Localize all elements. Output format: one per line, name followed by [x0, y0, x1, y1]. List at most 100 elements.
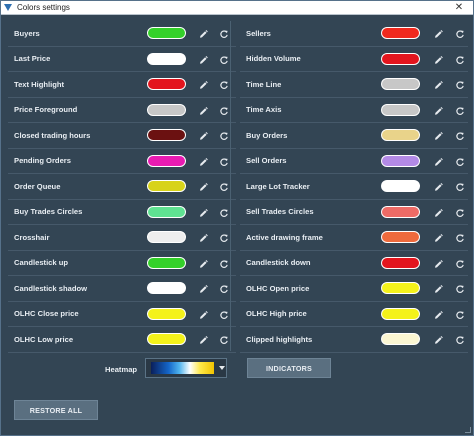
color-swatch[interactable]	[147, 205, 186, 218]
pencil-icon[interactable]	[198, 78, 208, 90]
restore-all-button[interactable]: RESTORE ALL	[14, 400, 98, 420]
color-setting-row: Active drawing frame	[240, 225, 468, 251]
pencil-icon[interactable]	[198, 155, 208, 167]
pencil-icon[interactable]	[433, 308, 443, 320]
pencil-icon[interactable]	[198, 282, 208, 294]
reset-icon[interactable]	[455, 206, 465, 218]
reset-icon[interactable]	[219, 206, 229, 218]
reset-icon[interactable]	[455, 104, 465, 116]
reset-icon[interactable]	[219, 282, 229, 294]
pencil-icon[interactable]	[198, 333, 208, 345]
pencil-icon[interactable]	[433, 129, 443, 141]
pencil-icon[interactable]	[433, 257, 443, 269]
color-swatch[interactable]	[147, 307, 186, 320]
pencil-icon[interactable]	[198, 129, 208, 141]
reset-icon[interactable]	[455, 27, 465, 39]
pencil-icon[interactable]	[198, 27, 208, 39]
color-swatch[interactable]	[147, 256, 186, 269]
pencil-icon[interactable]	[433, 104, 443, 116]
color-swatch[interactable]	[381, 231, 420, 243]
reset-icon[interactable]	[219, 155, 229, 167]
reset-icon[interactable]	[219, 53, 229, 65]
pencil-icon[interactable]	[198, 231, 208, 243]
close-icon[interactable]: ✕	[454, 2, 464, 13]
color-swatch[interactable]	[147, 282, 186, 294]
pencil-icon[interactable]	[433, 155, 443, 167]
reset-icon[interactable]	[455, 155, 465, 167]
color-swatch[interactable]	[381, 27, 420, 39]
heatmap-label: Heatmap	[105, 365, 138, 374]
color-setting-row: Time Axis	[240, 98, 468, 123]
color-swatch[interactable]	[147, 52, 186, 65]
color-setting-row: Candlestick up	[8, 251, 236, 276]
reset-icon[interactable]	[219, 104, 229, 116]
reset-icon[interactable]	[455, 78, 465, 90]
color-setting-row: Crosshair	[8, 225, 236, 251]
color-setting-label: Order Queue	[14, 181, 61, 191]
reset-icon[interactable]	[455, 180, 465, 192]
color-setting-row: OLHC Low price	[8, 327, 236, 353]
color-setting-row: Candlestick down	[240, 251, 468, 276]
color-setting-label: Clipped highlights	[246, 334, 313, 344]
pencil-icon[interactable]	[433, 53, 443, 65]
reset-icon[interactable]	[219, 308, 229, 320]
color-swatch[interactable]	[147, 333, 186, 345]
pencil-icon[interactable]	[433, 333, 443, 345]
pencil-icon[interactable]	[198, 180, 208, 192]
color-swatch[interactable]	[381, 256, 420, 269]
color-swatch[interactable]	[147, 154, 186, 167]
color-swatch[interactable]	[381, 103, 420, 116]
resize-grip[interactable]	[465, 427, 471, 433]
color-setting-row: Candlestick shadow	[8, 276, 236, 302]
pencil-icon[interactable]	[433, 180, 443, 192]
reset-icon[interactable]	[219, 27, 229, 39]
color-swatch[interactable]	[147, 27, 186, 39]
color-setting-label: Buyers	[14, 28, 40, 38]
reset-icon[interactable]	[455, 53, 465, 65]
reset-icon[interactable]	[219, 257, 229, 269]
pencil-icon[interactable]	[433, 27, 443, 39]
color-setting-row: Closed trading hours	[8, 123, 236, 149]
reset-icon[interactable]	[455, 282, 465, 294]
color-swatch[interactable]	[147, 103, 186, 116]
reset-icon[interactable]	[455, 333, 465, 345]
color-swatch[interactable]	[147, 129, 186, 141]
reset-icon[interactable]	[455, 308, 465, 320]
heatmap-select[interactable]	[145, 358, 227, 378]
reset-icon[interactable]	[219, 231, 229, 243]
indicators-button[interactable]: INDICATORS	[247, 358, 331, 378]
reset-icon[interactable]	[219, 180, 229, 192]
pencil-icon[interactable]	[198, 308, 208, 320]
pencil-icon[interactable]	[433, 78, 443, 90]
color-swatch[interactable]	[381, 154, 420, 167]
reset-icon[interactable]	[219, 78, 229, 90]
color-swatch[interactable]	[381, 205, 420, 218]
reset-icon[interactable]	[219, 333, 229, 345]
color-swatch[interactable]	[381, 78, 420, 90]
color-setting-label: Buy Trades Circles	[14, 207, 83, 217]
reset-icon[interactable]	[455, 129, 465, 141]
pencil-icon[interactable]	[198, 257, 208, 269]
pencil-icon[interactable]	[198, 104, 208, 116]
pencil-icon[interactable]	[198, 53, 208, 65]
color-setting-label: Last Price	[14, 54, 51, 64]
color-setting-row: Order Queue	[8, 174, 236, 200]
app-logo-icon	[4, 3, 13, 12]
color-swatch[interactable]	[381, 307, 420, 320]
color-swatch[interactable]	[381, 52, 420, 65]
pencil-icon[interactable]	[433, 206, 443, 218]
pencil-icon[interactable]	[433, 282, 443, 294]
color-swatch[interactable]	[381, 180, 420, 192]
color-swatch[interactable]	[147, 180, 186, 192]
color-swatch[interactable]	[147, 231, 186, 243]
color-swatch[interactable]	[381, 129, 420, 141]
reset-icon[interactable]	[455, 257, 465, 269]
reset-icon[interactable]	[219, 129, 229, 141]
color-swatch[interactable]	[381, 333, 420, 345]
pencil-icon[interactable]	[433, 231, 443, 243]
pencil-icon[interactable]	[198, 206, 208, 218]
color-swatch[interactable]	[381, 282, 420, 294]
reset-icon[interactable]	[455, 231, 465, 243]
color-swatch[interactable]	[147, 78, 186, 90]
color-setting-label: OLHC Close price	[14, 309, 79, 319]
